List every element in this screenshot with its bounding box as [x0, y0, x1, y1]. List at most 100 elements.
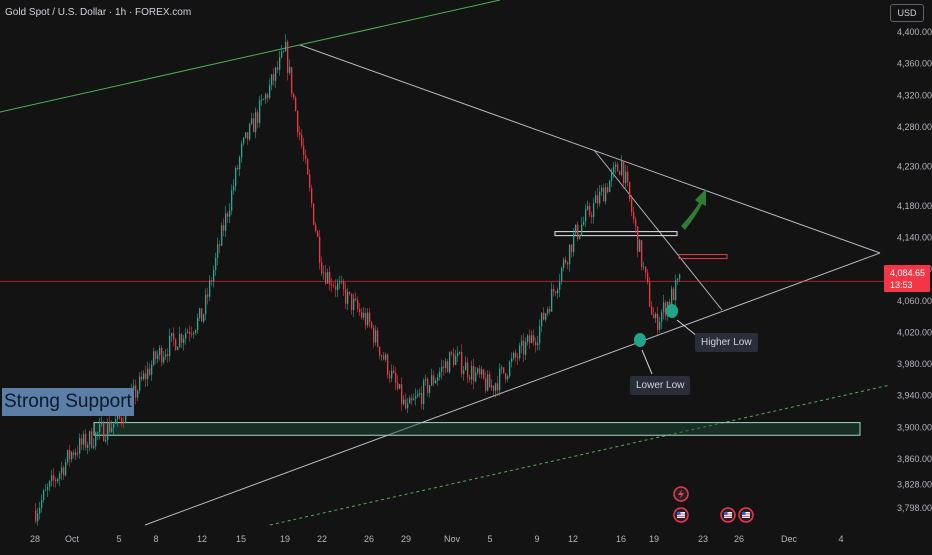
candle-body [279, 57, 281, 70]
candle-body [57, 478, 59, 482]
target-box[interactable] [678, 254, 728, 260]
x-tick-label: 16 [616, 534, 626, 544]
candle-body [47, 487, 49, 490]
upper-channel-line[interactable] [0, 0, 501, 113]
candle-body [593, 203, 595, 218]
candle-body [359, 309, 361, 312]
y-tick-label: 3,828.00 [897, 479, 932, 489]
candle-body [325, 272, 327, 284]
resistance-box[interactable] [554, 231, 678, 237]
x-tick-label: 5 [116, 534, 121, 544]
candle-body [59, 473, 61, 479]
candle-body [565, 259, 567, 263]
candle-body [461, 351, 463, 374]
candle-body [157, 354, 159, 360]
candle-body [479, 368, 481, 375]
candle-body [375, 330, 377, 343]
candle-body [363, 312, 365, 318]
candle-body [319, 236, 321, 263]
candle-body [365, 312, 367, 326]
candle-body [649, 281, 651, 307]
candle-body [603, 187, 605, 202]
candle-body [395, 372, 397, 383]
candle-body [177, 346, 179, 351]
candle-body [557, 289, 559, 294]
candle-body [623, 160, 625, 184]
y-tick-label: 3,940.00 [897, 391, 932, 401]
candle-body [617, 164, 619, 172]
candle-body [93, 446, 95, 448]
candle-body [65, 462, 67, 476]
candle-body [491, 385, 493, 388]
us-flag-event-icon[interactable] [673, 507, 689, 523]
candle-body [493, 385, 495, 391]
y-tick-label: 4,140.00 [897, 233, 932, 243]
candle-body [249, 123, 251, 140]
candle-body [413, 398, 415, 401]
candle-body [655, 313, 657, 319]
candle-body [219, 244, 221, 246]
candle-body [285, 41, 287, 52]
candle-body [333, 285, 335, 287]
lower-low-marker[interactable] [634, 333, 646, 347]
lower-trendline[interactable] [144, 252, 881, 526]
candle-body [645, 266, 647, 273]
candle-body [397, 382, 399, 389]
lightning-event-icon[interactable] [673, 486, 689, 502]
candle-body [405, 399, 407, 409]
candle-body [455, 355, 457, 365]
candle-body [137, 390, 139, 398]
candle-body [195, 329, 197, 333]
flag-field [742, 512, 750, 518]
us-flag-event-icon[interactable] [738, 507, 754, 523]
candle-body [347, 291, 349, 304]
candle-body [653, 314, 655, 319]
candle-body [371, 322, 373, 328]
candle-body [281, 51, 283, 58]
support-zone[interactable] [93, 422, 861, 436]
candle-body [527, 335, 529, 342]
candle-body [537, 343, 539, 346]
candle-body [113, 423, 115, 428]
candle-body [83, 433, 85, 445]
flag-canton [677, 512, 681, 515]
candle-body [51, 475, 53, 482]
y-tick-label: 3,860.00 [897, 454, 932, 464]
candle-body [99, 424, 101, 433]
candle-body [651, 306, 653, 315]
candle-body [251, 118, 253, 124]
candle-body [247, 132, 249, 140]
lower-channel-line[interactable] [269, 384, 891, 526]
candle-body [321, 262, 323, 274]
candle-body [467, 362, 469, 378]
candle-body [289, 67, 291, 73]
candle-body [87, 444, 89, 448]
candle-body [445, 361, 447, 368]
candle-body [257, 112, 259, 123]
candle-body [353, 298, 355, 311]
candle-body [277, 67, 279, 70]
candle-body [141, 376, 143, 380]
candle-body [107, 422, 109, 440]
candle-body [555, 291, 557, 294]
steep-trendline[interactable] [593, 149, 723, 311]
candle-body [497, 383, 499, 391]
candle-body [323, 272, 325, 274]
us-flag-event-icon[interactable] [720, 507, 736, 523]
upper-trendline[interactable] [299, 44, 881, 254]
candle-body [417, 394, 419, 397]
candle-body [619, 171, 621, 175]
candle-body [591, 215, 593, 218]
candle-body [181, 334, 183, 343]
currency-button[interactable]: USD [890, 4, 924, 22]
candle-body [535, 341, 537, 346]
bullish-arrow[interactable] [681, 189, 706, 230]
y-tick-label: 3,798.00 [897, 503, 932, 513]
candle-body [101, 422, 103, 425]
higher-low-marker[interactable] [666, 304, 678, 318]
candle-body [273, 74, 275, 81]
candle-body [549, 308, 551, 312]
x-tick-label: 23 [698, 534, 708, 544]
